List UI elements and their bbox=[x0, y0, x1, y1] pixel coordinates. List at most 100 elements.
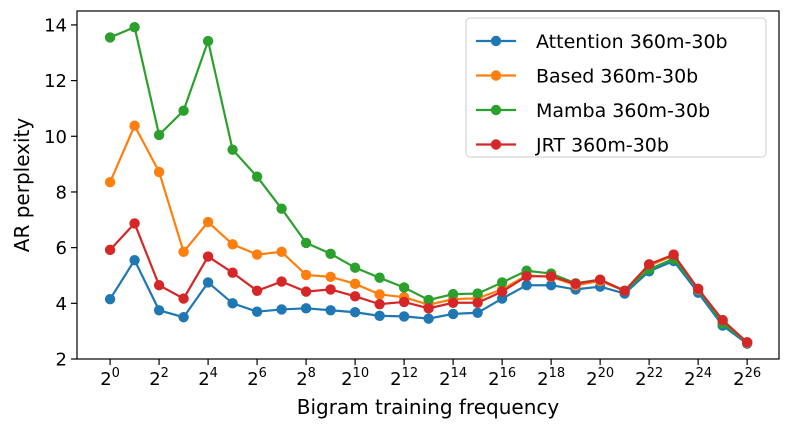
series-layer bbox=[104, 21, 753, 349]
x-tick-exponent: 26 bbox=[745, 366, 762, 381]
legend: Attention 360m-30b Based 360m-30b Mamba 36… bbox=[465, 17, 767, 158]
data-point bbox=[129, 218, 140, 229]
y-tick-label: 6 bbox=[56, 238, 67, 259]
data-point bbox=[423, 303, 434, 314]
data-point bbox=[153, 166, 165, 178]
y-tick-label: 14 bbox=[44, 15, 67, 36]
x-tick-base: 2 bbox=[537, 369, 548, 390]
data-point bbox=[545, 280, 557, 291]
data-point bbox=[349, 291, 361, 302]
x-tick-base: 2 bbox=[390, 369, 401, 390]
legend-item: Based 360m-30b bbox=[476, 66, 698, 88]
data-point bbox=[447, 308, 459, 320]
data-point bbox=[276, 276, 287, 287]
x-tick-base: 2 bbox=[100, 369, 111, 390]
legend-label: Mamba 360m-30b bbox=[536, 100, 710, 122]
data-point bbox=[104, 32, 116, 43]
data-point bbox=[374, 289, 385, 300]
x-tick-base: 2 bbox=[733, 369, 744, 390]
x-tick-exponent: 14 bbox=[451, 366, 468, 381]
x-tick-label: 224 bbox=[684, 366, 712, 390]
x-tick-label: 222 bbox=[635, 366, 663, 390]
x-tick-base: 2 bbox=[198, 369, 209, 390]
x-axis-label: Bigram training frequency bbox=[297, 395, 560, 419]
legend-marker bbox=[490, 70, 502, 81]
data-point bbox=[227, 298, 238, 309]
x-tick-base: 2 bbox=[439, 369, 450, 390]
x-tick-label: 226 bbox=[733, 366, 761, 390]
data-point bbox=[178, 246, 189, 258]
x-tick-exponent: 2 bbox=[161, 366, 169, 381]
data-point bbox=[202, 35, 214, 47]
data-point bbox=[129, 21, 140, 33]
data-point bbox=[692, 283, 704, 295]
data-point bbox=[300, 303, 312, 314]
y-tick-label: 12 bbox=[44, 71, 67, 92]
x-tick-base: 2 bbox=[341, 369, 352, 390]
data-point bbox=[349, 278, 361, 290]
data-point bbox=[423, 313, 434, 324]
x-tick-exponent: 20 bbox=[598, 366, 615, 381]
data-point bbox=[153, 280, 165, 291]
data-point bbox=[349, 262, 361, 273]
data-point bbox=[423, 294, 434, 306]
data-point bbox=[202, 277, 214, 288]
data-point bbox=[251, 306, 263, 317]
data-point bbox=[619, 285, 630, 296]
data-point bbox=[178, 105, 189, 116]
legend-label: JRT 360m-30b bbox=[535, 135, 669, 157]
data-point bbox=[325, 248, 336, 259]
data-point bbox=[398, 311, 410, 322]
x-tick-label: 218 bbox=[537, 366, 565, 390]
data-point bbox=[668, 249, 679, 260]
data-point bbox=[251, 249, 263, 260]
x-tick-label: 210 bbox=[341, 366, 369, 390]
x-tick-label: 212 bbox=[390, 366, 418, 390]
x-tick-exponent: 10 bbox=[353, 366, 370, 381]
data-point bbox=[202, 251, 214, 262]
data-point bbox=[251, 285, 263, 296]
legend-item: Attention 360m-30b bbox=[476, 31, 728, 53]
series-jrt bbox=[104, 218, 753, 348]
y-axis: 2 4 6 8 10 12 14 bbox=[44, 15, 77, 371]
data-point bbox=[251, 171, 263, 182]
data-point bbox=[472, 307, 483, 318]
data-point bbox=[129, 254, 140, 266]
legend-marker bbox=[490, 104, 502, 116]
plot-frame bbox=[76, 10, 780, 360]
data-point bbox=[496, 277, 508, 288]
data-point bbox=[349, 307, 361, 318]
x-tick-base: 2 bbox=[635, 369, 646, 390]
data-point bbox=[300, 286, 312, 297]
legend-marker bbox=[490, 35, 502, 47]
data-point bbox=[496, 286, 508, 297]
data-point bbox=[325, 305, 336, 316]
legend-item: JRT 360m-30b bbox=[476, 135, 669, 157]
x-tick-exponent: 6 bbox=[259, 366, 267, 381]
x-tick-label: 20 bbox=[100, 366, 120, 390]
data-point bbox=[129, 120, 140, 131]
data-point bbox=[178, 293, 189, 304]
x-tick-base: 2 bbox=[488, 369, 499, 390]
x-tick-exponent: 16 bbox=[500, 366, 517, 381]
data-point bbox=[398, 282, 410, 293]
y-tick-label: 10 bbox=[44, 127, 67, 148]
x-tick-exponent: 4 bbox=[210, 366, 218, 381]
x-axis: 20 22 24 26 28 210 212 214 216 218 220 222 224 226 bbox=[100, 359, 761, 390]
data-point bbox=[472, 297, 483, 308]
data-point bbox=[521, 271, 532, 282]
legend-label: Attention 360m-30b bbox=[536, 31, 728, 53]
x-tick-base: 2 bbox=[586, 369, 597, 390]
x-tick-label: 22 bbox=[149, 366, 169, 390]
x-tick-base: 2 bbox=[247, 369, 258, 390]
x-tick-base: 2 bbox=[296, 369, 307, 390]
data-point bbox=[472, 288, 483, 299]
x-tick-exponent: 18 bbox=[549, 366, 566, 381]
y-tick-label: 8 bbox=[56, 182, 67, 203]
data-point bbox=[276, 304, 287, 315]
x-tick-exponent: 8 bbox=[308, 366, 316, 381]
data-point bbox=[276, 203, 287, 214]
data-point bbox=[325, 284, 336, 295]
legend-marker bbox=[490, 139, 502, 150]
